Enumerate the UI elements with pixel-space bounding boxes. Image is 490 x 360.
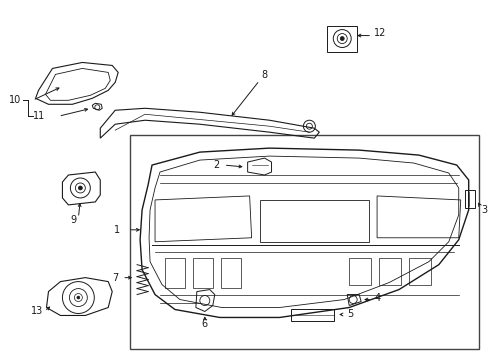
Text: 13: 13 — [30, 306, 43, 316]
Text: 5: 5 — [347, 310, 353, 319]
Text: 1: 1 — [114, 225, 120, 235]
Circle shape — [78, 186, 82, 190]
Text: 4: 4 — [374, 293, 380, 302]
Text: 11: 11 — [32, 111, 45, 121]
Text: 12: 12 — [374, 28, 387, 37]
Text: 2: 2 — [214, 160, 220, 170]
Text: 6: 6 — [202, 319, 208, 329]
Circle shape — [77, 296, 80, 299]
Text: 10: 10 — [9, 95, 21, 105]
Circle shape — [340, 37, 344, 41]
Text: 8: 8 — [262, 71, 268, 80]
Text: 9: 9 — [71, 215, 76, 225]
Bar — [130, 135, 479, 349]
Text: 7: 7 — [112, 273, 118, 283]
Text: 3: 3 — [482, 205, 488, 215]
